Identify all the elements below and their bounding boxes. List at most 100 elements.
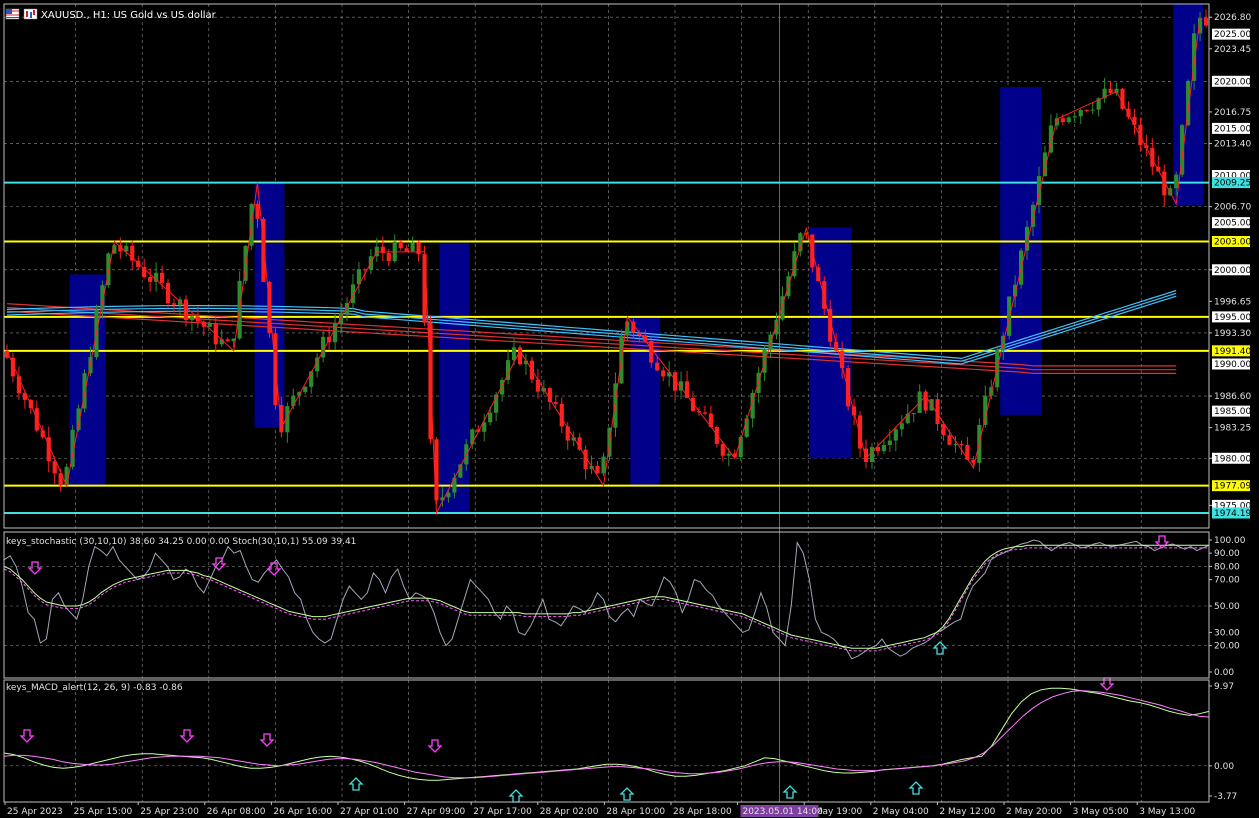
chart-type-icon[interactable] (23, 8, 38, 20)
time-label: 2 May 20:00 (1006, 807, 1062, 817)
price-tag-box (1212, 75, 1250, 87)
candle-body (16, 376, 22, 394)
candle-body (148, 277, 153, 282)
stochastic-label: keys_stochastic (30,10,10) 38.60 34.25 0… (6, 537, 356, 547)
stoch-tick-label: 30.00 (1214, 628, 1240, 638)
candle-body (201, 321, 206, 327)
candle-body (643, 335, 648, 342)
arrow-down-icon (266, 562, 282, 576)
ma-cyan-line (6, 289, 1177, 360)
candle-body (231, 338, 236, 342)
price-tag-label: 1990.00 (1214, 360, 1251, 370)
candle-body (476, 429, 481, 432)
time-label: 25 Apr 23:00 (140, 807, 199, 817)
candle-body (195, 316, 200, 322)
candle-body (792, 251, 797, 277)
stoch-tick-label: 80.00 (1214, 562, 1240, 572)
candle-body (410, 242, 415, 252)
candle-body (488, 412, 493, 423)
grid-lines (4, 4, 1209, 802)
candle-body (834, 341, 839, 351)
price-tag-box (1212, 452, 1250, 464)
arrow-down-icon (179, 729, 195, 743)
candle-body (935, 399, 940, 425)
time-label: 2 May 12:00 (939, 807, 995, 817)
candle-body (10, 357, 16, 377)
candle-body (1102, 88, 1107, 99)
candle-body (76, 408, 81, 430)
candle-body (321, 336, 326, 358)
stochastic-panel (3, 539, 1210, 660)
price-tick-label: 1996.65 (1214, 297, 1251, 307)
candle-body (840, 350, 845, 369)
candle-body (1090, 109, 1095, 111)
candle-body (535, 379, 540, 392)
price-tag-box (1212, 507, 1250, 519)
price-tag-label: 1974.19 (1214, 509, 1251, 519)
ma-cyan-line (6, 295, 1177, 365)
candle-body (875, 447, 881, 452)
candle-body (1042, 152, 1048, 177)
candle-body (589, 465, 594, 470)
candle-body (732, 453, 737, 458)
arrow-up-icon (619, 787, 635, 801)
candle-body (446, 492, 451, 498)
candle-body (1096, 98, 1101, 110)
price-tick-label: 2013.40 (1214, 139, 1251, 149)
time-label: 27 Apr 01:00 (340, 807, 399, 817)
price-tag-box (1212, 264, 1250, 276)
crosshair-time-label: 2023.05.01 14:00 (742, 807, 823, 817)
price-tag-box (1212, 170, 1250, 182)
candle-body (631, 321, 636, 333)
zone-boxes (69, 4, 1204, 514)
zone-box (439, 241, 470, 514)
price-tag-box (1212, 480, 1250, 492)
chart-header: XAUUSD., H1: US Gold vs US dollar (5, 8, 217, 21)
candle-body (404, 248, 409, 252)
candle-body (165, 282, 171, 304)
price-tag-label: 1995.00 (1214, 313, 1251, 323)
candle-body (1114, 88, 1119, 93)
candle-body (1186, 80, 1191, 126)
candle-body (482, 422, 487, 432)
candle-body (1066, 117, 1071, 123)
price-tag-box (1212, 311, 1250, 323)
candle-body (1024, 226, 1030, 251)
candle-body (434, 439, 439, 501)
candle-body (655, 362, 660, 371)
panel-frames (3, 3, 1210, 803)
price-tick-label: 2006.70 (1214, 203, 1251, 213)
price-tag-label: 1985.00 (1214, 407, 1251, 417)
candle-body (154, 272, 159, 282)
price-tick-label: 1993.30 (1214, 329, 1251, 339)
candle-body (547, 388, 552, 403)
candle-body (422, 254, 427, 323)
candle-body (303, 386, 308, 393)
candle-body (750, 393, 755, 419)
candle-body (553, 402, 558, 404)
price-tick-label: 1983.25 (1214, 424, 1251, 434)
candle-body (500, 379, 505, 395)
price-tag-label: 2005.00 (1214, 219, 1251, 229)
time-label: 25 Apr 2023 (7, 807, 63, 817)
candle-body (356, 269, 362, 285)
candle-body (595, 465, 600, 474)
candle-body (58, 473, 63, 486)
arrow-up-icon (348, 777, 364, 791)
candle-body (207, 323, 212, 327)
candle-body (684, 381, 690, 398)
candle-body (183, 299, 189, 321)
macd-tick-label: -3.77 (1214, 792, 1237, 802)
flag-icon[interactable] (5, 8, 20, 20)
price-tag-box (1212, 235, 1250, 247)
candle-body (953, 443, 958, 445)
candle-body (1013, 284, 1018, 297)
candle-body (857, 415, 863, 449)
candle-body (118, 245, 123, 252)
stoch-tick-label: 20.00 (1214, 642, 1240, 652)
candle-body (661, 370, 666, 377)
price-tick-label: 2026.80 (1214, 13, 1251, 23)
candle-body (673, 372, 678, 391)
candle-body (1191, 33, 1197, 81)
time-label: 25 Apr 15:00 (74, 807, 133, 817)
